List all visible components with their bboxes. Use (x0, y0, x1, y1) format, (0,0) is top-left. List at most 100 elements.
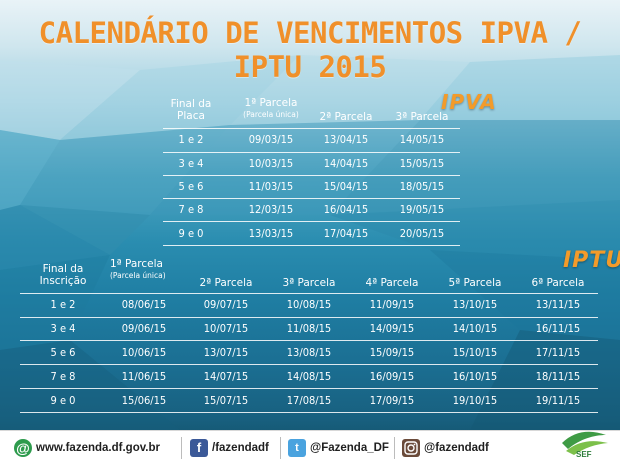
ipva-date-cell: 19/05/15 (399, 203, 445, 216)
twitter-text: @Fazenda_DF (310, 442, 389, 454)
iptu-date-cell: 13/10/15 (452, 298, 498, 311)
iptu-final-cell: 1 e 2 (50, 298, 76, 311)
ipva-header-final: Final da Placa (170, 98, 212, 122)
ipva-date-cell: 20/05/15 (399, 227, 445, 240)
sef-logo-text: SEF (576, 450, 592, 459)
facebook-link[interactable]: f /fazendadf (190, 439, 269, 457)
ipva-row-divider (163, 152, 460, 153)
iptu-date-cell: 11/09/15 (369, 298, 415, 311)
instagram-link[interactable]: @fazendadf (402, 439, 489, 457)
twitter-icon: t (288, 439, 306, 457)
iptu-date-cell: 16/11/15 (535, 322, 581, 335)
iptu-header-final: Final da Inscrição (39, 263, 87, 287)
ipva-date-cell: 10/03/15 (248, 157, 294, 170)
iptu-date-cell: 14/07/15 (203, 370, 249, 383)
ipva-date-cell: 15/05/15 (399, 157, 445, 170)
iptu-date-cell: 16/09/15 (369, 370, 415, 383)
iptu-header-parcela-1: 1ª Parcela (Parcela única) (110, 258, 166, 280)
ipva-header-parcela-1: 1ª Parcela (Parcela única) (243, 97, 299, 119)
iptu-date-cell: 10/07/15 (203, 322, 249, 335)
iptu-header-parcela-2: 2ª Parcela (199, 277, 253, 289)
website-link[interactable]: @ www.fazenda.df.gov.br (14, 439, 160, 457)
ipva-tag: IPVA (441, 90, 497, 114)
iptu-date-cell: 19/10/15 (452, 394, 498, 407)
ipva-header-parcela-3: 3ª Parcela (395, 111, 449, 123)
ipva-date-cell: 14/05/15 (399, 133, 445, 146)
iptu-row-divider (20, 340, 598, 341)
footer-divider (394, 437, 395, 459)
iptu-date-cell: 10/06/15 (121, 346, 167, 359)
ipva-date-cell: 12/03/15 (248, 203, 294, 216)
ipva-date-cell: 11/03/15 (248, 180, 294, 193)
iptu-row-divider (20, 412, 598, 413)
iptu-date-cell: 13/08/15 (286, 346, 332, 359)
ipva-date-cell: 13/03/15 (248, 227, 294, 240)
iptu-date-cell: 15/09/15 (369, 346, 415, 359)
footer-divider (181, 437, 182, 459)
iptu-date-cell: 15/07/15 (203, 394, 249, 407)
iptu-final-cell: 9 e 0 (50, 394, 76, 407)
iptu-date-cell: 13/11/15 (535, 298, 581, 311)
ipva-final-cell: 3 e 4 (178, 157, 204, 170)
footer-bar (0, 430, 620, 465)
iptu-header-parcela-6: 6ª Parcela (531, 277, 585, 289)
iptu-final-cell: 5 e 6 (50, 346, 76, 359)
instagram-text: @fazendadf (424, 442, 489, 454)
ipva-row-divider (163, 128, 460, 129)
iptu-date-cell: 18/11/15 (535, 370, 581, 383)
iptu-row-divider (20, 317, 598, 318)
iptu-date-cell: 15/10/15 (452, 346, 498, 359)
iptu-date-cell: 10/08/15 (286, 298, 332, 311)
iptu-header-parcela-4: 4ª Parcela (365, 277, 419, 289)
ipva-header-parcela-2: 2ª Parcela (319, 111, 373, 123)
iptu-date-cell: 11/08/15 (286, 322, 332, 335)
iptu-date-cell: 09/07/15 (203, 298, 249, 311)
ipva-date-cell: 18/05/15 (399, 180, 445, 193)
at-icon: @ (14, 439, 32, 457)
iptu-date-cell: 17/08/15 (286, 394, 332, 407)
ipva-date-cell: 09/03/15 (248, 133, 294, 146)
iptu-date-cell: 16/10/15 (452, 370, 498, 383)
iptu-header-parcela-5: 5ª Parcela (448, 277, 502, 289)
iptu-date-cell: 14/09/15 (369, 322, 415, 335)
iptu-row-divider (20, 364, 598, 365)
ipva-row-divider (163, 175, 460, 176)
facebook-icon: f (190, 439, 208, 457)
iptu-date-cell: 11/06/15 (121, 370, 167, 383)
twitter-link[interactable]: t @Fazenda_DF (288, 439, 389, 457)
iptu-final-cell: 7 e 8 (50, 370, 76, 383)
iptu-row-divider (20, 293, 598, 294)
iptu-final-cell: 3 e 4 (50, 322, 76, 335)
ipva-date-cell: 15/04/15 (323, 180, 369, 193)
footer-divider (280, 437, 281, 459)
website-text: www.fazenda.df.gov.br (36, 442, 160, 454)
ipva-date-cell: 13/04/15 (323, 133, 369, 146)
ipva-date-cell: 17/04/15 (323, 227, 369, 240)
ipva-final-cell: 9 e 0 (178, 227, 204, 240)
iptu-date-cell: 13/07/15 (203, 346, 249, 359)
ipva-date-cell: 16/04/15 (323, 203, 369, 216)
ipva-row-divider (163, 198, 460, 199)
iptu-date-cell: 15/06/15 (121, 394, 167, 407)
ipva-row-divider (163, 221, 460, 222)
iptu-date-cell: 09/06/15 (121, 322, 167, 335)
ipva-row-divider (163, 245, 460, 246)
facebook-text: /fazendadf (212, 442, 269, 454)
instagram-icon (402, 439, 420, 457)
iptu-date-cell: 17/09/15 (369, 394, 415, 407)
iptu-date-cell: 14/08/15 (286, 370, 332, 383)
iptu-row-divider (20, 388, 598, 389)
ipva-final-cell: 7 e 8 (178, 203, 204, 216)
iptu-tag: IPTU (563, 248, 620, 273)
iptu-header-parcela-3: 3ª Parcela (282, 277, 336, 289)
sef-logo (562, 431, 608, 455)
page-title: CALENDÁRIO DE VENCIMENTOS IPVA / IPTU 20… (38, 16, 582, 84)
ipva-date-cell: 14/04/15 (323, 157, 369, 170)
ipva-final-cell: 1 e 2 (178, 133, 204, 146)
ipva-final-cell: 5 e 6 (178, 180, 204, 193)
iptu-date-cell: 17/11/15 (535, 346, 581, 359)
iptu-date-cell: 08/06/15 (121, 298, 167, 311)
iptu-date-cell: 19/11/15 (535, 394, 581, 407)
iptu-date-cell: 14/10/15 (452, 322, 498, 335)
